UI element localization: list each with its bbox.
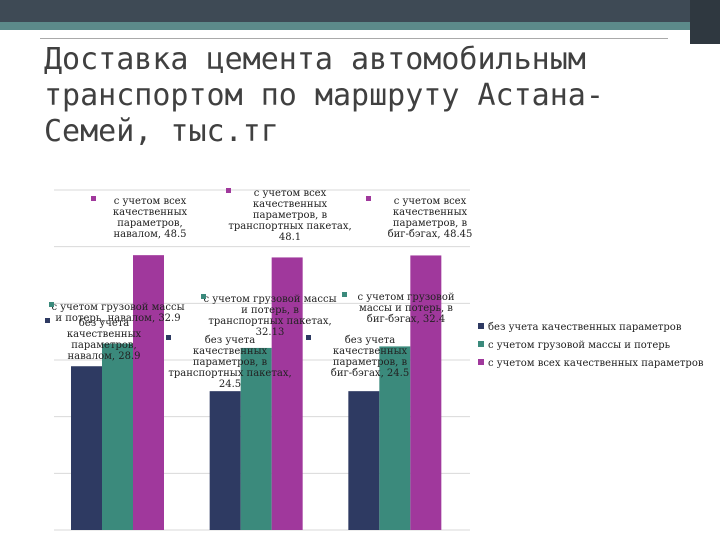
label-marker xyxy=(45,318,50,323)
bar xyxy=(240,347,272,530)
slide-top-bar-dark xyxy=(0,0,720,22)
data-label: без учета качественных параметров, навалом,… xyxy=(67,318,142,362)
label-marker xyxy=(342,292,347,297)
data-label: без учета качественных параметров, в биг-бэ… xyxy=(331,335,409,379)
legend-entry: без учета качественных параметров xyxy=(488,322,682,333)
label-marker xyxy=(49,302,54,307)
data-label: с учетом всех качественных параметров, в тр… xyxy=(228,188,351,243)
slide-title: Доставка цемента автомобильным транспорт… xyxy=(44,42,604,149)
slide-top-bar xyxy=(0,0,720,30)
label-marker xyxy=(91,196,96,201)
title-rule xyxy=(40,38,668,39)
bar xyxy=(379,346,411,530)
data-label: с учетом всех качественных параметров, нава… xyxy=(113,196,188,240)
bar xyxy=(209,391,241,530)
label-marker xyxy=(226,188,231,193)
bar xyxy=(102,343,133,530)
data-label: с учетом грузовой массы и потерь, в трансп… xyxy=(203,294,336,338)
slide-top-bar-teal xyxy=(0,22,720,30)
bar xyxy=(271,257,303,530)
label-marker xyxy=(166,335,171,340)
legend-swatch xyxy=(478,341,484,347)
legend-entry: с учетом грузовой массы и потерь xyxy=(488,340,671,351)
bar xyxy=(71,366,102,530)
bar xyxy=(410,255,442,530)
bar xyxy=(133,255,164,530)
label-marker xyxy=(366,196,371,201)
bar xyxy=(348,391,380,530)
data-label: с учетом грузовой массы и потерь, в биг-бэ… xyxy=(357,292,454,325)
data-label: с учетом всех качественных параметров, в би… xyxy=(388,196,473,240)
legend-swatch xyxy=(478,323,484,329)
legend-swatch xyxy=(478,359,484,365)
legend-entry: с учетом всех качественных параметров xyxy=(488,358,704,369)
label-marker xyxy=(201,294,206,299)
label-marker xyxy=(306,335,311,340)
slide-corner-block xyxy=(690,0,720,44)
data-label: без учета качественных параметров, в трансп… xyxy=(168,335,291,390)
data-label: с учетом грузовой массы и потерь, навалом… xyxy=(51,302,184,324)
